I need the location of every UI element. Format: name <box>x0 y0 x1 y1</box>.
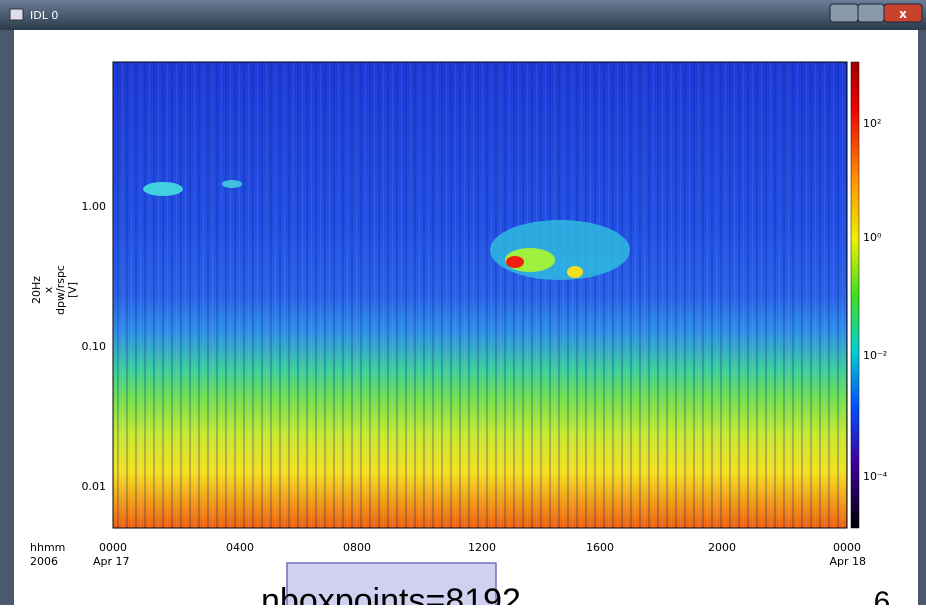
x-tick-label: 0400 <box>226 541 254 554</box>
colorbar-tick-label: 10⁻² <box>863 349 887 362</box>
y-tick-label: 0.10 <box>82 340 107 353</box>
window-border <box>0 30 14 605</box>
page-number: 6 <box>874 586 891 605</box>
x-tick-label: 2000 <box>708 541 736 554</box>
x-tick-label: 1600 <box>586 541 614 554</box>
colorbar <box>851 62 859 528</box>
x-tick-label: 0800 <box>343 541 371 554</box>
window-title: IDL 0 <box>30 9 58 22</box>
spectrogram-texture <box>113 62 847 528</box>
close-icon: x <box>899 7 907 21</box>
feature <box>567 266 583 278</box>
window-border <box>918 30 926 605</box>
title-bar <box>0 0 926 30</box>
minimize-button[interactable] <box>830 4 858 22</box>
maximize-button[interactable] <box>858 4 884 22</box>
y-label-line: [V] <box>66 282 79 298</box>
feature <box>506 256 524 268</box>
y-tick-label: 1.00 <box>82 200 107 213</box>
window-icon <box>10 9 23 20</box>
colorbar-tick-label: 10⁰ <box>863 231 882 244</box>
y-tick-label: 0.01 <box>82 480 107 493</box>
x-tick-label: 0000 <box>833 541 861 554</box>
screen: IDL 0 x 20Hz x dpw/rspc [V] 1.00 0.10 0.… <box>0 0 926 605</box>
x-date-label: Apr 18 <box>829 555 866 568</box>
x-time-label: hhmm <box>30 541 65 554</box>
colorbar-tick-label: 10² <box>863 117 881 130</box>
x-tick-label: 0000 <box>99 541 127 554</box>
box-text: nboxpoints=8192 <box>261 582 521 605</box>
colorbar-tick-label: 10⁻⁴ <box>863 470 888 483</box>
feature <box>222 180 242 188</box>
x-date-label: Apr 17 <box>93 555 130 568</box>
feature <box>490 220 630 280</box>
feature <box>143 182 183 196</box>
x-tick-label: 1200 <box>468 541 496 554</box>
x-year-label: 2006 <box>30 555 58 568</box>
